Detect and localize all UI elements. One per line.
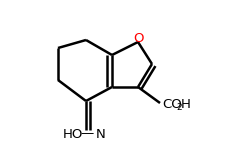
Text: 2: 2 xyxy=(175,104,181,113)
Text: CO: CO xyxy=(161,98,181,111)
Text: O: O xyxy=(133,32,144,45)
Text: HO: HO xyxy=(62,128,83,141)
Text: —: — xyxy=(80,128,93,141)
Text: H: H xyxy=(180,98,190,111)
Text: N: N xyxy=(96,128,105,141)
